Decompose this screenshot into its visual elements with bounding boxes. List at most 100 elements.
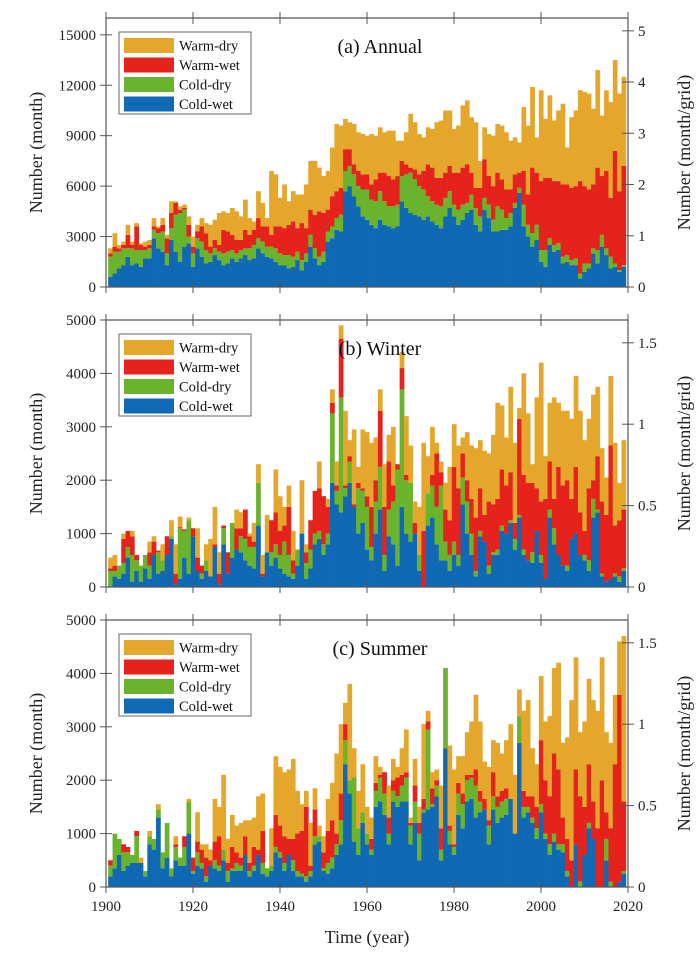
bar-warm-wet-1977 [438,828,444,850]
bar-warm-dry-1962 [373,135,379,180]
bar-warm-dry-1907 [134,223,140,227]
bar-cold-wet-2000 [538,261,544,287]
bar-cold-dry-1981 [456,209,461,225]
bar-warm-wet-1958 [356,170,361,187]
bar-warm-dry-1934 [251,221,257,230]
bar-cold-wet-1919 [186,833,192,887]
y-tick-label-right: 1.5 [638,336,657,352]
bar-warm-wet-2005 [560,485,566,566]
bar-cold-wet-1922 [199,256,205,287]
bar-warm-wet-1936 [260,573,266,577]
bar-cold-wet-1988 [486,573,492,587]
bar-cold-wet-1956 [347,186,353,288]
bar-cold-wet-1972 [417,860,422,887]
bar-cold-dry-2006 [564,565,570,571]
bar-cold-wet-1907 [134,862,140,887]
bar-cold-dry-1994 [512,538,518,550]
bar-warm-wet-1991 [499,469,505,526]
bar-warm-wet-1944 [295,833,300,871]
bar-cold-wet-2003 [551,251,557,287]
bar-warm-wet-1946 [303,228,309,254]
bar-cold-wet-1944 [295,565,300,587]
bar-warm-wet-2013 [595,456,601,510]
bar-cold-dry-1952 [330,857,335,869]
x-tick-label: 1900 [91,899,121,915]
bar-cold-dry-1970 [408,825,414,845]
bar-warm-wet-1918 [182,207,187,210]
bar-warm-wet-1948 [312,214,318,249]
bar-cold-wet-1930 [234,549,240,587]
bar-warm-dry-1976 [434,122,440,178]
bar-warm-wet-1988 [486,820,492,826]
bar-warm-wet-1975 [430,167,435,202]
bar-cold-wet-1913 [160,868,166,887]
bar-warm-dry-1945 [299,804,305,831]
bar-warm-wet-1985 [473,517,479,571]
bar-warm-dry-1975 [430,128,435,168]
bar-warm-wet-1947 [308,865,314,871]
bar-warm-dry-2006 [564,147,570,185]
bar-cold-dry-1976 [434,785,440,797]
bar-warm-dry-1951 [325,170,331,210]
bar-cold-wet-1983 [464,213,470,287]
bar-warm-wet-2004 [556,181,561,244]
bar-warm-dry-1988 [486,134,492,177]
bar-warm-wet-1976 [434,780,440,786]
bar-cold-wet-1939 [273,261,279,287]
bar-warm-wet-2003 [551,498,557,529]
bar-cold-wet-1960 [364,549,370,587]
bar-cold-wet-1975 [430,806,435,887]
bar-cold-wet-1948 [312,258,318,287]
bar-cold-wet-1910 [147,578,153,587]
legend-swatch-cold-dry [124,679,174,694]
bar-warm-dry-1988 [486,766,492,821]
bar-cold-wet-2016 [608,578,614,587]
bar-cold-dry-1953 [334,844,340,855]
bar-warm-wet-2012 [591,801,596,839]
bar-warm-dry-2013 [595,710,601,829]
bar-warm-dry-1987 [482,450,488,515]
bar-warm-wet-1932 [243,229,248,249]
bar-cold-wet-1910 [147,258,153,287]
bar-cold-wet-2012 [591,517,596,587]
bar-cold-dry-1967 [395,796,401,807]
bar-cold-dry-1975 [430,201,435,222]
bar-cold-dry-2018 [617,576,622,582]
bar-warm-wet-2000 [538,740,544,805]
bar-cold-wet-1990 [495,231,501,287]
bar-warm-dry-1905 [125,224,131,235]
bar-warm-wet-1932 [243,836,248,855]
bar-warm-wet-1921 [195,231,200,239]
bar-cold-wet-1923 [203,263,209,287]
bar-warm-dry-1948 [312,160,318,215]
bar-warm-wet-2004 [556,769,561,845]
bar-warm-wet-1981 [456,172,461,210]
bar-warm-wet-1953 [334,191,340,219]
bar-warm-wet-1940 [277,825,283,853]
bar-cold-dry-1940 [277,253,283,266]
bar-cold-wet-1991 [499,530,505,587]
bar-cold-wet-1981 [456,224,461,287]
bar-warm-dry-1946 [303,790,309,807]
bar-cold-dry-1951 [325,533,331,545]
bar-warm-dry-1981 [456,125,461,173]
bar-warm-wet-1935 [256,849,261,855]
bar-warm-dry-2004 [556,402,561,467]
bar-warm-wet-1990 [495,796,501,807]
bar-warm-wet-1999 [534,488,540,531]
bar-warm-dry-1961 [369,442,374,507]
bar-cold-wet-1972 [417,216,422,287]
bar-warm-dry-2002 [547,402,553,462]
bar-cold-dry-1982 [460,477,466,505]
bar-warm-wet-1993 [508,189,514,214]
bar-warm-dry-1958 [356,466,361,483]
bar-warm-dry-1956 [347,684,353,781]
bar-warm-wet-2001 [543,780,548,834]
bar-cold-wet-1963 [377,219,383,287]
bar-cold-dry-1910 [147,565,153,579]
bar-warm-dry-1976 [434,769,440,781]
bar-warm-wet-1961 [369,838,374,850]
bar-cold-wet-1918 [182,557,187,587]
bar-cold-wet-2007 [569,265,575,287]
bar-cold-wet-1998 [530,562,535,587]
